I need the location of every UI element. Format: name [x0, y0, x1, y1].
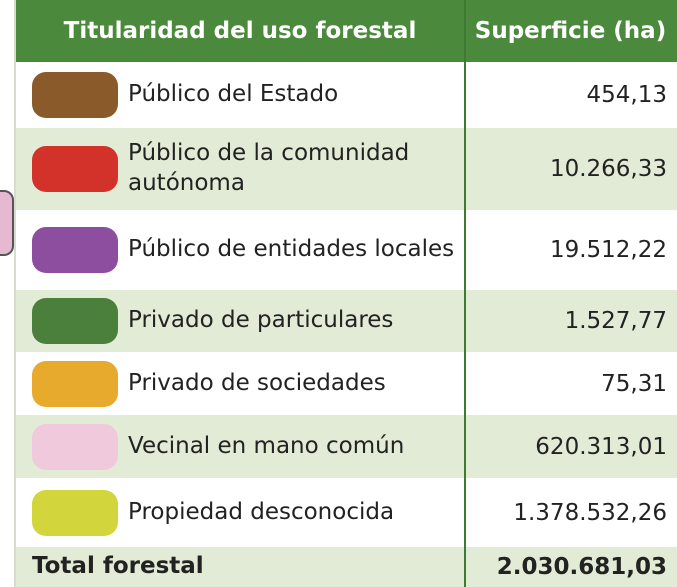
table-row: Propiedad desconocida 1.378.532,26 — [16, 478, 677, 547]
table-row: Vecinal en mano común 620.313,01 — [16, 415, 677, 478]
value-cell: 75,31 — [601, 370, 667, 397]
table: Titularidad del uso forestal Superficie … — [14, 0, 677, 587]
value-cell: 620.313,01 — [535, 433, 667, 460]
header-cell: Titularidad del uso forestal — [63, 18, 417, 44]
label-cell: Privado de sociedades — [128, 369, 386, 396]
value-cell: 2.030.681,03 — [496, 554, 667, 580]
label-cell: Privado de particulares — [128, 307, 394, 334]
color-swatch — [32, 360, 118, 407]
color-swatch — [32, 298, 118, 344]
header-cell: Superficie (ha) — [474, 18, 667, 44]
color-swatch — [32, 423, 118, 470]
label-cell: Público de entidades locales — [128, 236, 455, 263]
table-row: Total forestal 2.030.681,03 — [16, 547, 677, 587]
label-cell: Público del Estado — [128, 81, 339, 108]
label-cell: Propiedad desconocida — [128, 498, 395, 525]
label-cell: Vecinal en mano común — [128, 432, 405, 459]
color-swatch — [32, 227, 118, 273]
color-swatch — [32, 146, 118, 192]
color-swatch — [32, 489, 118, 536]
label-cell: Total forestal — [32, 553, 204, 580]
table-row: Público del Estado 454,13 — [16, 62, 677, 128]
value-cell: 19.512,22 — [549, 237, 667, 263]
table-row: Público de entidades locales 19.512,22 — [16, 210, 677, 290]
value-cell: 1.527,77 — [564, 308, 667, 334]
table-row: Público de la comunidad autónoma 10.266,3… — [16, 128, 677, 210]
value-cell: 1.378.532,26 — [513, 499, 667, 526]
header-row: Titularidad del uso forestal Superficie … — [16, 0, 677, 62]
label-cell: Público de la comunidad autónoma — [128, 140, 410, 196]
column-divider — [464, 0, 466, 587]
color-swatch — [32, 72, 118, 118]
table-row: Privado de particulares 1.527,77 — [16, 290, 677, 352]
value-cell: 454,13 — [586, 82, 667, 108]
table-row: Privado de sociedades 75,31 — [16, 352, 677, 415]
map-fragment — [0, 190, 14, 256]
value-cell: 10.266,33 — [549, 156, 667, 182]
